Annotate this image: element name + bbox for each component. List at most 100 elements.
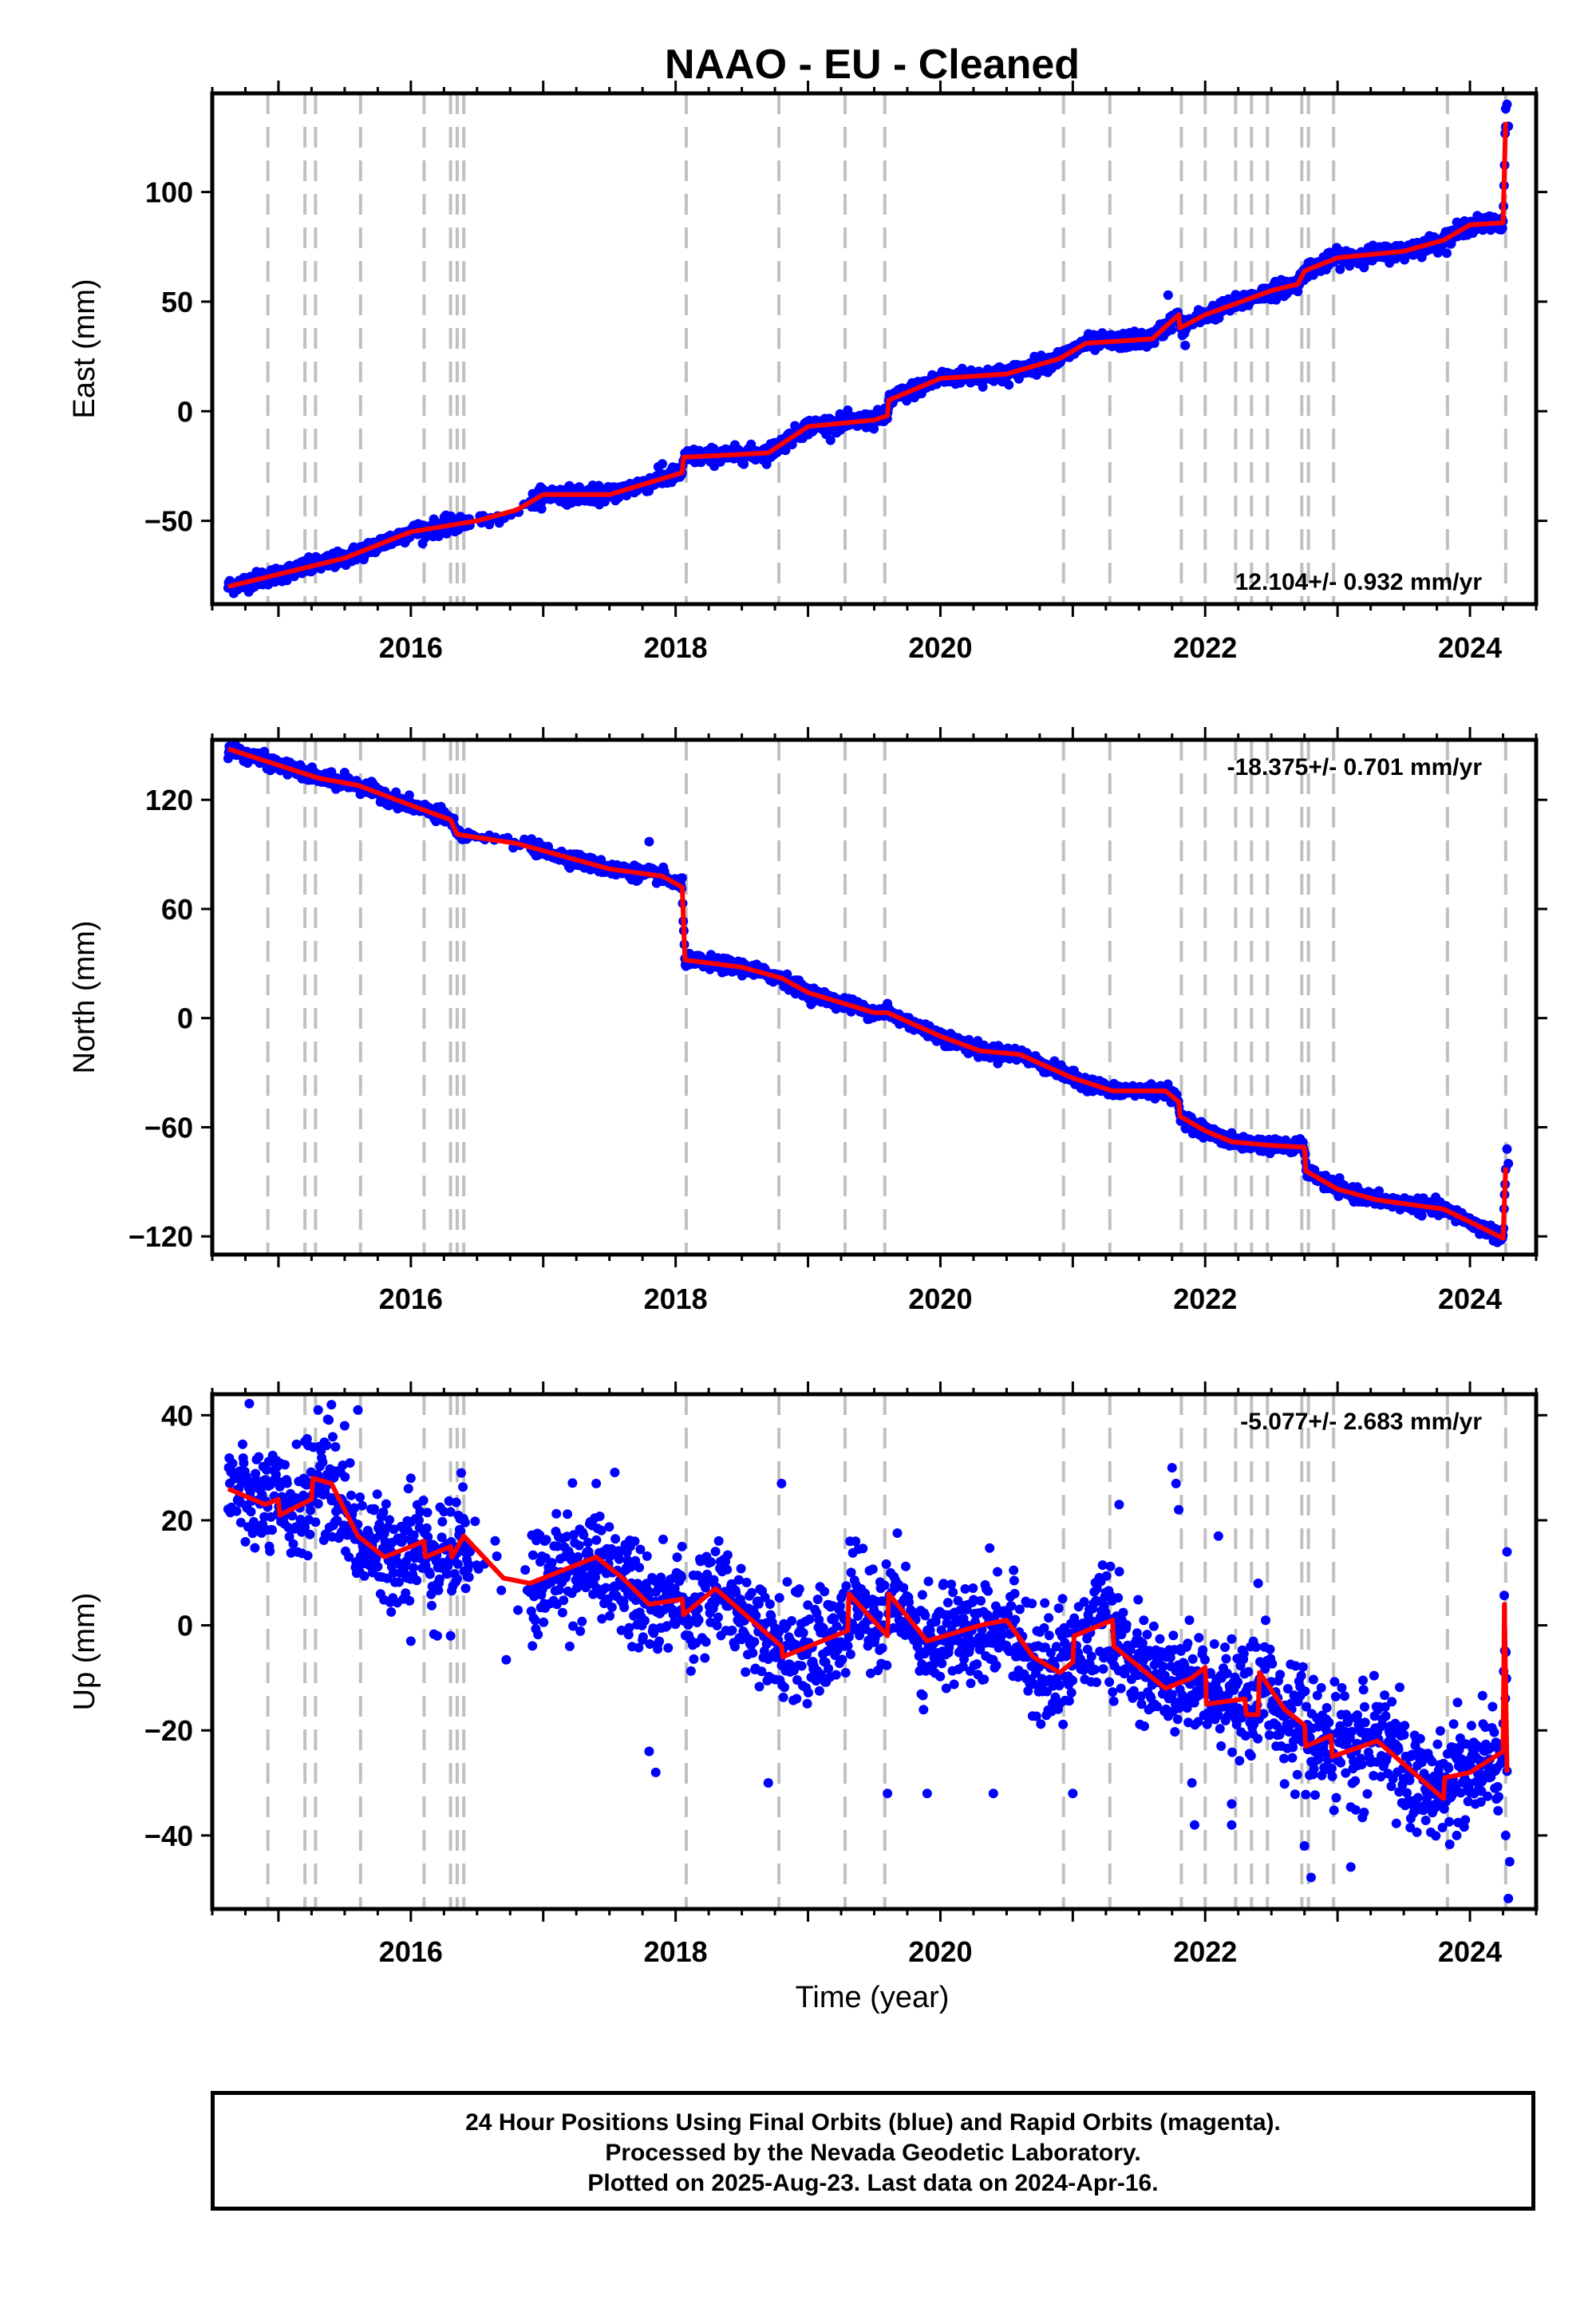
data-point <box>344 1552 354 1562</box>
data-point <box>330 1442 341 1452</box>
data-point <box>254 1452 264 1462</box>
y-tick-label: 60 <box>161 893 193 926</box>
outlier-point <box>1163 290 1173 300</box>
y-tick-label: 120 <box>145 784 193 816</box>
outlier-point <box>644 836 654 847</box>
data-point <box>300 1522 310 1532</box>
data-point <box>238 1439 247 1449</box>
model-line <box>227 746 1508 1241</box>
outlier-point <box>1502 99 1512 109</box>
y-axis-label: North (mm) <box>68 920 101 1073</box>
data-point <box>240 1536 251 1547</box>
data-point <box>1335 264 1345 275</box>
y-tick-label: −120 <box>128 1220 193 1253</box>
outlier-point <box>1503 1159 1514 1169</box>
y-tick-label: −50 <box>144 505 193 538</box>
data-point <box>825 435 836 445</box>
data-point <box>227 1458 238 1468</box>
data-point <box>271 1469 281 1480</box>
data-point <box>782 969 792 979</box>
data-point <box>259 1512 270 1522</box>
data-point <box>843 405 853 415</box>
data-point <box>1442 248 1452 259</box>
data-point <box>284 1531 294 1542</box>
data-point <box>305 1529 315 1539</box>
y-tick-label: 0 <box>177 1002 193 1035</box>
data-point <box>239 1458 249 1468</box>
data-point <box>235 1517 246 1528</box>
data-point <box>902 396 912 406</box>
data-point <box>306 1505 316 1516</box>
data-point <box>355 1492 365 1502</box>
data-point <box>302 1480 312 1490</box>
data-point <box>302 1551 313 1561</box>
x-tick-label: 2016 <box>379 1282 443 1315</box>
data-point <box>1167 325 1177 335</box>
data-point <box>298 1490 308 1500</box>
velocity-rate-label: 12.104+/- 0.932 mm/yr <box>1235 569 1483 595</box>
y-tick-label: 100 <box>145 176 193 209</box>
data-point <box>280 1460 290 1470</box>
outlier-point <box>883 998 893 1009</box>
data-point <box>291 1439 302 1449</box>
data-point <box>310 1517 321 1528</box>
x-tick-label: 2016 <box>379 631 443 664</box>
data-point <box>282 1478 292 1488</box>
data-point <box>373 1562 383 1571</box>
velocity-rate-label: -18.375+/- 0.701 mm/yr <box>1227 754 1483 781</box>
data-point <box>265 1546 275 1556</box>
data-point <box>250 1543 260 1553</box>
y-axis-label: East (mm) <box>68 279 101 418</box>
data-point <box>287 1511 298 1521</box>
data-point <box>340 1472 350 1482</box>
outlier-point <box>1180 340 1191 350</box>
data-point <box>267 1525 277 1535</box>
outlier-point <box>433 802 443 812</box>
data-point <box>345 1458 355 1468</box>
data-point <box>328 1432 338 1442</box>
data-point <box>369 1504 380 1514</box>
x-tick-label: 2022 <box>1173 1282 1237 1315</box>
data-point <box>357 1500 367 1511</box>
x-tick-label: 2022 <box>1173 631 1237 664</box>
y-tick-label: 50 <box>161 286 193 318</box>
data-point <box>318 1457 328 1468</box>
x-tick-label: 2018 <box>644 1282 708 1315</box>
outlier-point <box>658 459 668 469</box>
east-panel: −50 0 50 100 2016 2018 2020 2022 2024 East (mm) 12… <box>68 81 1547 664</box>
data-points <box>223 1398 1515 1903</box>
data-point <box>338 1460 348 1470</box>
data-point <box>244 1398 255 1409</box>
data-point <box>374 1519 385 1529</box>
data-point <box>251 1468 261 1479</box>
data-points <box>223 740 1514 1247</box>
data-point <box>1416 1211 1427 1221</box>
data-point <box>372 1489 382 1500</box>
x-tick-label: 2020 <box>908 631 972 664</box>
data-point <box>677 873 687 883</box>
outlier-point <box>339 768 350 778</box>
data-point <box>246 1507 256 1517</box>
data-point <box>1004 380 1014 390</box>
x-tick-label: 2020 <box>908 1282 972 1315</box>
data-point <box>359 1571 369 1581</box>
data-point <box>536 504 547 514</box>
x-tick-label: 2018 <box>644 631 708 664</box>
x-tick-label: 2024 <box>1438 1282 1502 1315</box>
data-point <box>350 1503 360 1513</box>
data-point <box>262 1464 271 1475</box>
y-tick-label: 0 <box>177 395 193 428</box>
data-point <box>378 1507 389 1517</box>
data-point <box>322 1441 332 1450</box>
data-points <box>223 99 1514 599</box>
data-point <box>231 1506 242 1516</box>
data-point <box>324 1415 334 1425</box>
data-point <box>313 1499 323 1509</box>
data-point <box>346 1490 356 1500</box>
x-tick-label: 2024 <box>1438 631 1502 664</box>
outlier-point <box>1502 1144 1512 1154</box>
data-point <box>332 1516 342 1526</box>
data-point <box>288 1539 298 1549</box>
